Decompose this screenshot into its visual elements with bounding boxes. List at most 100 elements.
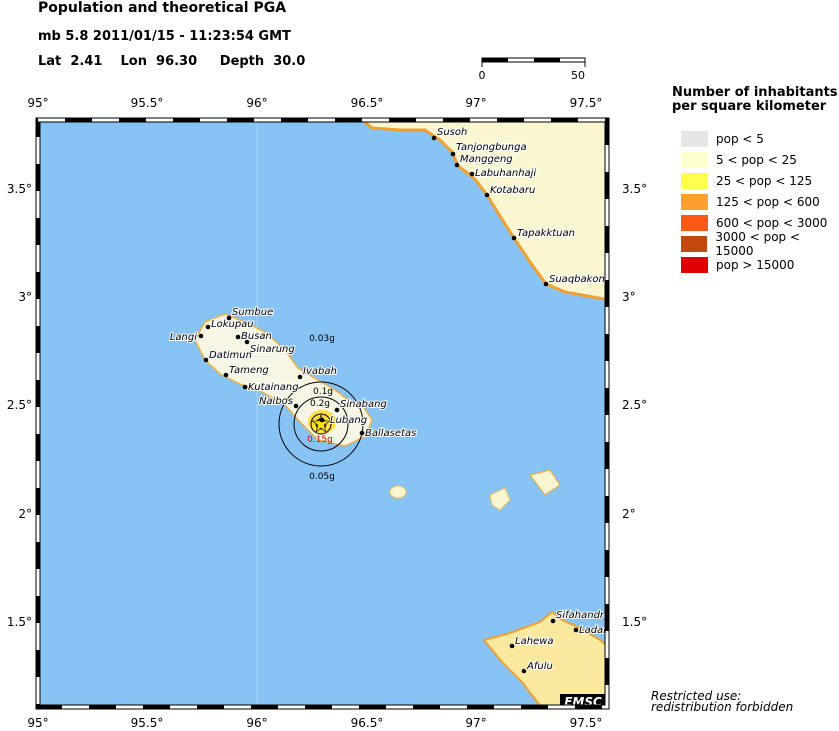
city-label: Susoh: [437, 127, 467, 138]
lat-tick-label: 2.5°: [7, 398, 32, 412]
legend-swatch: [681, 194, 708, 210]
city-label: Tameng: [229, 365, 269, 376]
scale-start-label: 0: [479, 69, 486, 82]
scale-bar: 0 50: [479, 57, 586, 82]
city-label: Lokupau: [211, 319, 254, 330]
city-label: Ivabah: [303, 366, 337, 377]
nias-island: [482, 610, 607, 707]
city-dot: [205, 324, 211, 330]
city-dot: [223, 372, 229, 378]
lat-tick-label: 2°: [18, 507, 32, 521]
usage-notice: Restricted use: redistribution forbidden: [651, 689, 794, 714]
pga-label: 0.03g: [309, 334, 335, 344]
lat-tick-label: 2.5°: [622, 398, 647, 412]
city-dot: [203, 357, 209, 363]
legend-item: 3000 < pop < 15000: [681, 230, 839, 258]
lon-tick-label: 95.5°: [131, 716, 164, 730]
legend-title: Number of inhabitants per square kilomet…: [672, 85, 838, 114]
city-label: Kotabaru: [490, 185, 535, 196]
legend-label: 125 < pop < 600: [716, 195, 820, 209]
lat-tick-label: 2°: [622, 507, 636, 521]
city-label: Busan: [241, 331, 272, 342]
city-dot: [244, 339, 250, 345]
lon-tick-label: 96°: [246, 716, 267, 730]
city-label: Sinarung: [250, 344, 295, 355]
lon-tick-label: 95.5°: [131, 96, 164, 110]
legend-label: 3000 < pop < 15000: [715, 230, 801, 258]
lon-tick-label: 95°: [27, 716, 48, 730]
city-dot: [469, 171, 475, 177]
legend-swatch: [681, 257, 708, 273]
legend-swatch: [681, 215, 708, 231]
city-label: Labuhanhaji: [475, 168, 536, 179]
city-dot: [484, 192, 490, 198]
lon-tick-label: 96.5°: [351, 716, 384, 730]
lon-tick-label: 96°: [246, 96, 267, 110]
lon-tick-label: 97°: [465, 96, 486, 110]
city-dot: [450, 151, 456, 157]
city-label: Ballasetas: [365, 428, 416, 439]
city-dot: [573, 627, 579, 633]
city-label: Datimun: [209, 350, 252, 361]
lat-tick-label: 3°: [622, 290, 636, 304]
city-label: Langi: [170, 332, 197, 343]
islet: [529, 469, 561, 496]
lat-tick-label: 3.5°: [7, 182, 32, 196]
lon-tick-label: 96.5°: [351, 96, 384, 110]
event-location: Lat 2.41 Lon 96.30 Depth 30.0: [38, 54, 306, 69]
legend-label: 25 < pop < 125: [716, 174, 813, 188]
pga-label: 0.1g: [313, 387, 333, 397]
city-dot: [235, 334, 241, 340]
legend-item: 125 < pop < 600: [681, 194, 820, 210]
city-dot: [550, 618, 556, 624]
city-dot: [293, 403, 299, 409]
city-dot: [509, 643, 515, 649]
city-dot: [198, 333, 204, 339]
city-label: Lahewa: [515, 636, 554, 647]
city-dot: [543, 281, 549, 287]
legend-item: pop > 15000: [681, 257, 794, 273]
pga-contours: [278, 381, 364, 467]
lat-tick-label: 3°: [18, 290, 32, 304]
city-dot: [511, 235, 517, 241]
city-label: Lubang: [330, 415, 367, 426]
legend-item: 5 < pop < 25: [681, 152, 797, 168]
city-dot: [521, 668, 527, 674]
legend-item: pop < 5: [681, 131, 764, 147]
legend-swatch: [681, 173, 708, 189]
lat-tick-label: 3.5°: [622, 182, 647, 196]
legend-label: 5 < pop < 25: [716, 153, 797, 167]
city-dot: [334, 407, 340, 413]
scale-end-label: 50: [571, 69, 585, 82]
city-dot: [319, 417, 325, 423]
lat-tick-label: 1.5°: [622, 615, 647, 629]
map-title: Population and theoretical PGA: [38, 0, 287, 16]
city-dot: [431, 135, 437, 141]
emsc-logo: [560, 694, 607, 707]
city-dot: [454, 162, 460, 168]
event-info: mb 5.8 2011/01/15 - 11:23:54 GMT: [38, 29, 291, 44]
pga-label: 0.15g: [307, 435, 333, 445]
legend-item: 600 < pop < 3000: [681, 215, 827, 231]
legend-swatch: [681, 152, 708, 168]
legend-label: 600 < pop < 3000: [716, 216, 828, 230]
city-label: Ladara: [579, 625, 613, 636]
city-dot: [359, 430, 365, 436]
city-label: Afulu: [526, 661, 553, 672]
city-label: Sumbue: [232, 307, 273, 318]
islet: [489, 487, 511, 511]
lon-tick-label: 95°: [27, 96, 48, 110]
pga-labels: 0.03g 0.05g 0.1g 0.2g 0.15g: [307, 334, 335, 482]
pga-label: 0.2g: [310, 399, 330, 409]
city-label: Sifahandro: [556, 610, 610, 621]
city-label: Sinabang: [340, 399, 387, 410]
legend-label: pop < 5: [716, 132, 764, 146]
axis-labels: 95° 95° 95.5° 95.5° 96° 96° 96.5° 96.5° 97° 97° 97…: [7, 96, 647, 730]
city-dot: [242, 384, 248, 390]
islet: [389, 485, 407, 499]
city-label: Tapakktuan: [517, 228, 575, 239]
legend-item: 25 < pop < 125: [681, 173, 812, 189]
lon-tick-label: 97.5°: [570, 716, 603, 730]
legend-swatch: [681, 131, 708, 147]
